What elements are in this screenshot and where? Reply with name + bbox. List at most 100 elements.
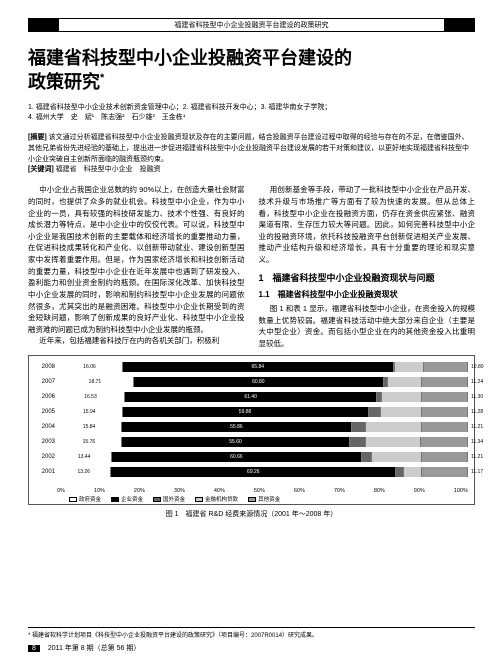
bar-segment: 15.76	[57, 437, 122, 447]
bar-segment	[388, 377, 421, 387]
legend-item: 国外资金	[153, 495, 185, 503]
x-tick: 90%	[414, 488, 425, 494]
keywords-text: 福建省 科技型中小企业 投融资	[56, 166, 161, 173]
y-label: 2003	[33, 437, 55, 447]
bar-segment	[395, 362, 424, 372]
footnote-text: * 福建省软科学计划项目《科技型中小企业投融资平台建设的政策研究》（项目编号：2…	[28, 633, 318, 639]
bar-row: 200616.5361.4011.30	[57, 392, 468, 402]
figure-1: 200816.0665.84 10.80 200718.7160.80 11.24 20…	[28, 355, 475, 519]
abstract-block: [摘要] 该文通过分析福建省科技型中小企业投融资现状及存在的主要问题，结合投融资…	[28, 133, 475, 176]
running-header-box: 福建省科技型中小企业投融资平台建设的政策研究	[28, 18, 475, 32]
keywords-label: [关键词]	[28, 166, 54, 173]
bar-segment: 69.26	[111, 467, 396, 477]
legend-label: 国外资金	[163, 495, 185, 503]
x-tick: 10%	[94, 488, 105, 494]
bar-segment: 10.80	[424, 362, 468, 372]
bar-segment	[381, 407, 422, 417]
title-line1: 福建省科技型中小企业投融资平台建设的	[28, 48, 352, 68]
bar-row: 200113.2669.2611.17	[57, 467, 468, 477]
bars-area: 200816.0665.8410.80200718.7160.8011.2420…	[57, 362, 468, 484]
bar-row: 200718.7160.8011.24	[57, 377, 468, 387]
bar-row: 200816.0665.8410.80	[57, 362, 468, 372]
bar-segment	[352, 422, 366, 432]
bar-segment: 11.21	[422, 452, 468, 462]
legend-swatch	[248, 497, 256, 502]
bar-segment: 18.71	[57, 377, 134, 387]
page-number: 8	[28, 645, 40, 652]
bar-segment: 11.30	[422, 392, 468, 402]
left-para-1: 中小企业占我国企业总数的约 90%以上，在创造大量社会财富的同时，也提供了众多的…	[28, 184, 245, 335]
bar-segment: 11.34	[421, 437, 468, 447]
right-para-1: 用创新基金等手段，带动了一批科技型中小企业在产品开发、技术升级与市场推广等方面有…	[259, 184, 476, 265]
bar-segment: 60.66	[112, 452, 361, 462]
y-label: 2004	[33, 422, 55, 432]
legend-item: 政府资金	[69, 495, 101, 503]
x-axis: 0%10%20%30%40%50%60%70%80%90%100%	[57, 488, 468, 494]
x-tick: 30%	[174, 488, 185, 494]
section-1-heading: 1 福建省科技型中小企业投融资现状与问题	[259, 272, 476, 286]
bar-segment	[396, 467, 403, 477]
x-tick: 60%	[294, 488, 305, 494]
figure-caption: 图 1 福建省 R&D 经费来源情况（2001 年～2008 年）	[28, 509, 475, 519]
legend-label: 其他资金	[258, 495, 280, 503]
footnote-line: * 福建省软科学计划项目《科技型中小企业投融资平台建设的政策研究》（项目编号：2…	[28, 627, 475, 639]
legend-item: 金融机构贷款	[195, 495, 238, 503]
title-line2: 政策研究	[28, 72, 100, 92]
bar-segment: 55.60	[122, 437, 351, 447]
right-para-2: 图 1 和表 1 显示，福建省科技型中小企业，在资金投入的规模数量上优势较弱。福…	[259, 303, 476, 350]
affiliations: 1. 福建省科技型中小企业技术创新资金管理中心；2. 福建省科技开发中心；3. …	[28, 103, 475, 123]
bar-row: 200213.4460.6611.21	[57, 452, 468, 462]
x-tick: 40%	[214, 488, 225, 494]
legend-swatch	[153, 497, 161, 502]
bar-segment: 11.28	[422, 407, 468, 417]
y-label: 2002	[33, 452, 55, 462]
bar-row: 200415.8455.8611.21	[57, 422, 468, 432]
legend-label: 政府资金	[79, 495, 101, 503]
left-para-2: 近年来，包括福建省科技厅在内的各机关部门，积极利	[28, 335, 245, 347]
bar-segment	[366, 422, 422, 432]
y-label: 2007	[33, 377, 55, 387]
bar-segment: 59.88	[123, 407, 369, 417]
bar-segment: 11.21	[422, 422, 468, 432]
x-tick: 80%	[374, 488, 385, 494]
affil-line-2: 4. 福州大学 史 斌¹ 陈志强² 石少雄³ 王金栋⁴	[28, 113, 475, 123]
issue-info: 2011 年第 8 期（总第 56 期）	[48, 645, 140, 652]
chart-area: 200816.0665.84 10.80 200718.7160.80 11.24 20…	[28, 355, 475, 505]
bar-segment: 61.40	[125, 392, 377, 402]
bar-segment	[350, 437, 366, 447]
chart-legend: 政府资金 企业资金 国外资金 金融机构贷款 其他资金	[69, 495, 468, 503]
y-label: 2008	[33, 362, 55, 372]
bar-row: 200515.9459.8811.28	[57, 407, 468, 417]
legend-label: 企业资金	[121, 495, 143, 503]
y-label: 2005	[33, 407, 55, 417]
bar-segment	[366, 437, 421, 447]
bar-segment: 11.24	[422, 377, 468, 387]
affil-line-1: 1. 福建省科技型中小企业技术创新资金管理中心；2. 福建省科技开发中心；3. …	[28, 103, 475, 113]
title-star: *	[100, 72, 104, 84]
bar-segment	[372, 452, 422, 462]
bar-segment: 11.17	[422, 467, 468, 477]
y-label: 2001	[33, 467, 55, 477]
x-tick: 0%	[57, 488, 65, 494]
bar-segment: 55.86	[122, 422, 352, 432]
bar-segment: 65.84	[123, 362, 394, 372]
bar-segment: 13.44	[57, 452, 112, 462]
right-column: 用创新基金等手段，带动了一批科技型中小企业在产品开发、技术升级与市场推广等方面有…	[259, 184, 476, 349]
bar-segment	[369, 407, 381, 417]
bar-segment: 15.94	[57, 407, 123, 417]
bar-segment: 60.80	[134, 377, 384, 387]
legend-item: 其他资金	[248, 495, 280, 503]
bar-segment: 13.26	[57, 467, 111, 477]
x-tick: 50%	[254, 488, 265, 494]
bar-segment: 15.84	[57, 422, 122, 432]
article-title: 福建省科技型中小企业投融资平台建设的 政策研究*	[28, 46, 475, 95]
running-header-text: 福建省科技型中小企业投融资平台建设的政策研究	[175, 20, 329, 30]
x-tick: 70%	[334, 488, 345, 494]
bar-segment: 16.06	[57, 362, 123, 372]
legend-item: 企业资金	[111, 495, 143, 503]
bar-row: 200315.7655.6011.34	[57, 437, 468, 447]
x-tick: 20%	[134, 488, 145, 494]
abstract-text: 该文通过分析福建省科技型中小企业投融资现状及存在的主要问题，结合投融资平台建设过…	[28, 134, 469, 163]
section-1-1-heading: 1.1 福建省科技型中小企业投融资现状	[259, 289, 476, 301]
bar-segment: 16.53	[57, 392, 125, 402]
